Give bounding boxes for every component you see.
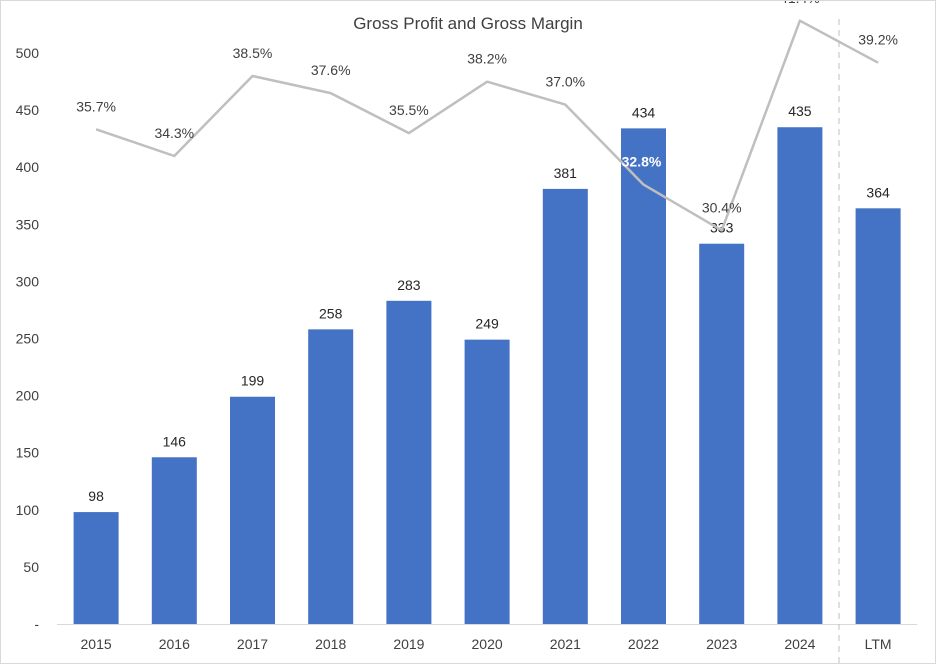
margin-data-label: 37.0% (545, 74, 585, 90)
bar (386, 300, 432, 624)
bar (699, 243, 745, 625)
x-tick-label: 2021 (550, 636, 581, 652)
y-tick-label: 450 (16, 102, 40, 118)
bar (308, 329, 354, 624)
bar (230, 396, 275, 624)
x-tick-label: 2024 (784, 636, 815, 652)
bar-data-label: 434 (632, 104, 656, 120)
margin-data-label: 35.5% (389, 102, 429, 118)
margin-data-label: 32.8% (622, 154, 662, 170)
bar-data-label: 249 (475, 316, 499, 332)
y-tick-label: 50 (23, 559, 39, 575)
chart-title: Gross Profit and Gross Margin (353, 14, 583, 33)
x-tick-label: 2018 (315, 636, 346, 652)
margin-series (95, 19, 879, 232)
bar (777, 127, 823, 624)
margin-data-label: 41.4% (780, 1, 820, 6)
bar (621, 128, 666, 624)
y-tick-label: 300 (16, 273, 40, 289)
bar (151, 457, 197, 624)
y-tick-label: - (34, 616, 39, 632)
bar-data-label: 435 (788, 103, 812, 119)
bar-data-label: 199 (241, 373, 265, 389)
bar-data-label: 381 (554, 165, 578, 181)
bar (73, 512, 119, 624)
bar (464, 339, 510, 624)
bar (855, 208, 901, 624)
x-axis: 2015 2016 2017 2018 2019 2020 2021 2022 2023 2024… (57, 19, 918, 663)
margin-data-label: 38.2% (467, 51, 507, 67)
bar-series (73, 127, 901, 625)
y-axis: - 50 100 150 200 250 300 350 400 450 500 (16, 45, 40, 632)
y-tick-label: 100 (16, 502, 40, 518)
margin-data-label: 39.2% (858, 32, 898, 48)
x-tick-label: 2019 (393, 636, 424, 652)
bar-data-label: 146 (163, 433, 187, 449)
x-tick-label: 2017 (237, 636, 268, 652)
bar (542, 188, 588, 624)
x-tick-label: 2020 (472, 636, 503, 652)
margin-line (95, 19, 879, 232)
bar-data-label: 98 (88, 488, 104, 504)
y-tick-label: 400 (16, 159, 40, 175)
x-tick-label: 2022 (628, 636, 659, 652)
margin-data-label: 38.5% (233, 45, 273, 61)
x-tick-label: 2016 (159, 636, 190, 652)
margin-data-label: 30.4% (702, 199, 742, 215)
x-tick-label: LTM (865, 636, 892, 652)
y-tick-label: 350 (16, 216, 40, 232)
bar-data-label: 364 (866, 184, 890, 200)
x-tick-label: 2023 (706, 636, 737, 652)
x-tick-label: 2015 (81, 636, 112, 652)
y-tick-label: 200 (16, 388, 40, 404)
bar-data-label: 258 (319, 305, 343, 321)
bar-data-label: 283 (397, 277, 421, 293)
margin-data-labels: 35.7% 34.3% 38.5% 37.6% 35.5% 38.2% 37.0% 32.8%… (76, 1, 898, 215)
margin-data-label: 34.3% (154, 125, 194, 141)
y-tick-label: 150 (16, 445, 40, 461)
margin-data-label: 37.6% (311, 62, 351, 78)
margin-data-label: 35.7% (76, 98, 116, 114)
y-tick-label: 250 (16, 331, 40, 347)
y-tick-label: 500 (16, 45, 40, 61)
